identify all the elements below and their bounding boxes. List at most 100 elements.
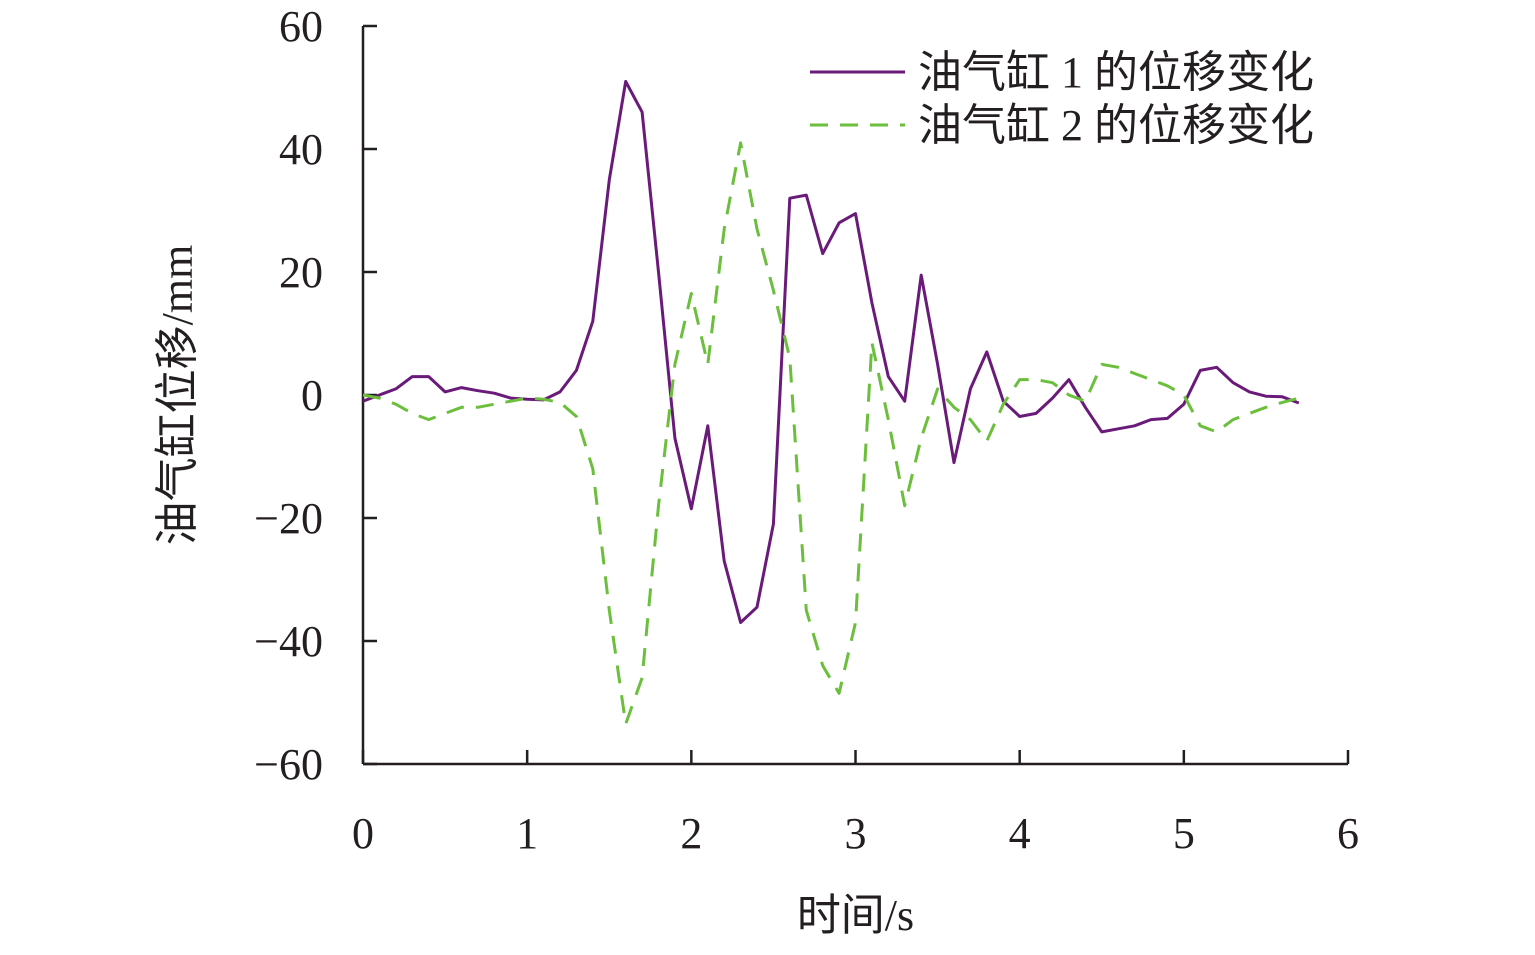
series-2-point <box>1101 363 1103 365</box>
series-2-point <box>690 292 692 294</box>
series-2-point <box>1133 372 1135 374</box>
series-1-point <box>362 400 364 402</box>
series-2-point <box>493 403 495 405</box>
series-2-point <box>953 406 955 408</box>
series-1-point <box>1117 428 1119 430</box>
y-tick-label: −40 <box>254 617 323 666</box>
series-1-point <box>641 111 643 113</box>
y-tick-label: 60 <box>279 2 323 51</box>
series-1-point <box>1265 395 1267 397</box>
series-1-point <box>575 369 577 371</box>
series-1-point <box>608 179 610 181</box>
series-1-point <box>838 222 840 224</box>
series-1-point <box>1166 417 1168 419</box>
series-2-point <box>592 468 594 470</box>
series-1-point <box>707 425 709 427</box>
series-1-point <box>936 363 938 365</box>
x-tick-label: 6 <box>1337 809 1359 858</box>
series-1-point <box>657 271 659 273</box>
series-2-point <box>510 400 512 402</box>
series-1-point <box>592 320 594 322</box>
series-2-point <box>362 394 364 396</box>
series-1-point <box>789 197 791 199</box>
series-1-point <box>625 80 627 82</box>
series-2-point <box>904 505 906 507</box>
series-1-point <box>1183 403 1185 405</box>
series-2-point <box>1019 378 1021 380</box>
y-tick-label: 40 <box>279 125 323 174</box>
series-1-point <box>1068 378 1070 380</box>
x-tick-label: 5 <box>1173 809 1195 858</box>
series-1-point <box>1019 415 1021 417</box>
series-1-point <box>953 461 955 463</box>
legend-label-2: 油气缸 2 的位移变化 <box>918 101 1314 150</box>
series-2-point <box>1232 418 1234 420</box>
series-2-point <box>756 228 758 230</box>
series-2-point <box>428 418 430 420</box>
series-2-point <box>542 398 544 400</box>
series-2-point <box>707 363 709 365</box>
series-1-point <box>772 523 774 525</box>
series-2-point <box>772 289 774 291</box>
series-1-point <box>920 274 922 276</box>
series-2-point <box>805 609 807 611</box>
series-1-point <box>690 508 692 510</box>
series-2-point <box>1002 403 1004 405</box>
series-1-point <box>395 388 397 390</box>
series-2-point <box>969 418 971 420</box>
series-2-point <box>1084 400 1086 402</box>
y-tick-label: 20 <box>279 248 323 297</box>
series-2-point <box>871 342 873 344</box>
series-1-point <box>904 400 906 402</box>
series-1-point <box>1232 382 1234 384</box>
x-axis-label: 时间/s <box>797 891 914 940</box>
series-2-point <box>739 142 741 144</box>
series-1-point <box>1216 366 1218 368</box>
series-2-point <box>575 415 577 417</box>
y-tick-label: −60 <box>254 740 323 789</box>
series-2-point <box>1117 366 1119 368</box>
series-2-point <box>723 228 725 230</box>
series-1-point <box>756 606 758 608</box>
series-1-point <box>460 386 462 388</box>
series-group <box>362 79 1300 726</box>
series-2-point <box>608 609 610 611</box>
series-1-point <box>805 194 807 196</box>
series-2-point <box>822 664 824 666</box>
series-1-point <box>428 375 430 377</box>
x-tick-label: 1 <box>516 809 538 858</box>
series-1-point <box>1101 431 1103 433</box>
y-axis-label: 油气缸位移/mm <box>153 245 202 546</box>
series-2-point <box>559 401 561 403</box>
series-2-point <box>444 412 446 414</box>
series-1-point <box>969 388 971 390</box>
series-1-point <box>822 252 824 254</box>
series-1-point <box>1298 402 1300 404</box>
series-2-point <box>838 692 840 694</box>
series-1-point <box>510 397 512 399</box>
series-2-point <box>986 440 988 442</box>
series-2-point <box>936 388 938 390</box>
series-1-point <box>887 375 889 377</box>
axes-group: 60 40 20 0 −20 −40 −60 0 1 2 3 4 5 6 <box>254 2 1359 858</box>
series-1-point <box>493 392 495 394</box>
series-1-point <box>559 391 561 393</box>
series-1-point <box>1051 397 1053 399</box>
series-2-point <box>411 412 413 414</box>
series-2-point <box>789 357 791 359</box>
series-1-point <box>854 212 856 214</box>
series-2-point <box>657 505 659 507</box>
series-1-point <box>1281 396 1283 398</box>
series-2-point <box>1051 382 1053 384</box>
series-2-point <box>1183 394 1185 396</box>
series-1-point <box>674 437 676 439</box>
series-2-point <box>641 677 643 679</box>
series-2-point <box>526 397 528 399</box>
series-1-point <box>871 302 873 304</box>
series-1-point <box>986 351 988 353</box>
series-1-point <box>411 375 413 377</box>
series-1-point <box>1248 391 1250 393</box>
